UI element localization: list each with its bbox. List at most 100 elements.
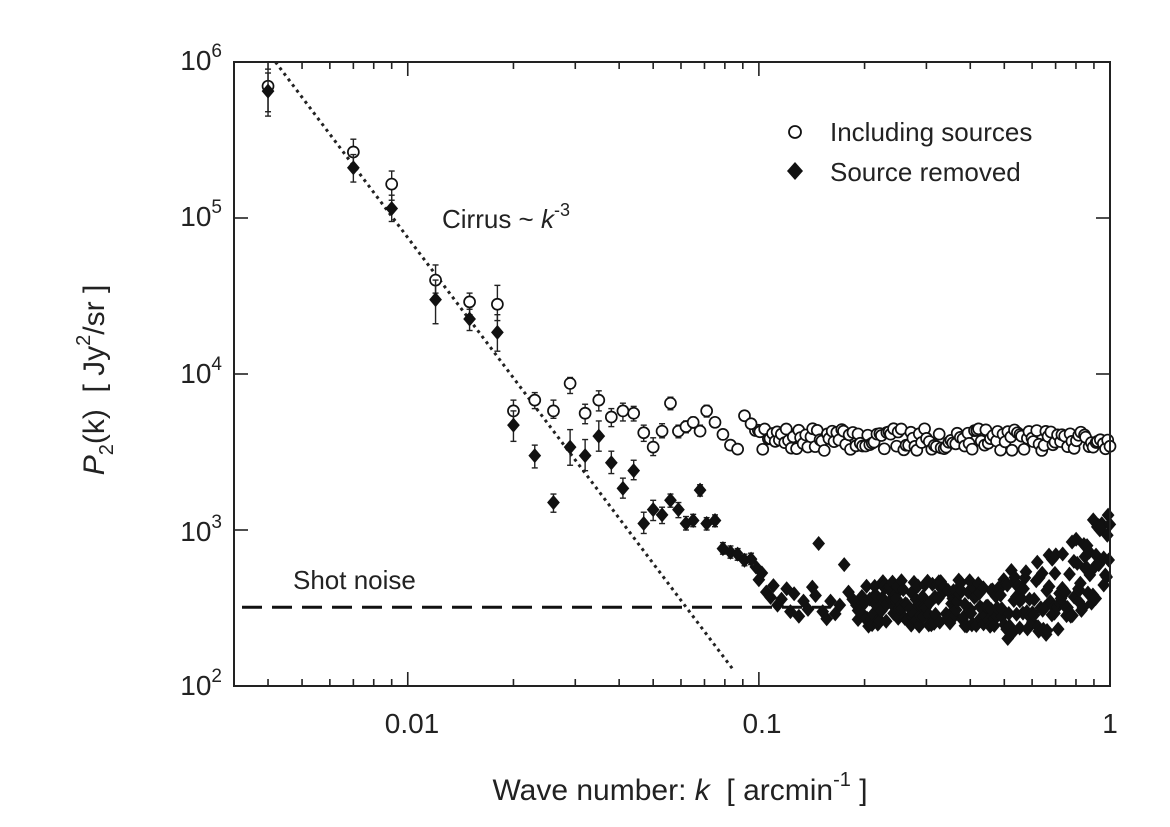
x-tick-label-0.1: 0.1 [743, 708, 782, 739]
source-removed-point [846, 591, 860, 607]
source-removed-point [463, 311, 476, 327]
plot-frame [233, 61, 1111, 687]
including-sources-point [744, 417, 758, 431]
including-sources-point [637, 426, 651, 440]
source-removed-band-point [1040, 623, 1054, 639]
source-removed-band-point [1059, 584, 1072, 600]
y-tick-labels: 102 103 104 105 106 [180, 41, 222, 701]
source-removed-point [563, 439, 577, 455]
source-removed-band-point [1051, 621, 1065, 637]
source-removed-band-point [1089, 591, 1103, 607]
source-removed-band-point [1102, 552, 1116, 568]
source-removed-band-point [1066, 608, 1079, 624]
source-removed-point [686, 513, 700, 529]
source-removed-point [578, 448, 592, 464]
source-removed-band-point [1073, 575, 1087, 591]
source-removed-point [812, 535, 826, 551]
x-axis-title: Wave number: k [ arcmin-1 ] [492, 769, 867, 807]
including-sources-point [627, 406, 641, 420]
source-removed-band-point [1002, 605, 1016, 621]
including-sources-point [664, 396, 677, 410]
including-sources-point [385, 177, 399, 191]
source-removed-point [547, 495, 560, 511]
including-sources-point [716, 428, 730, 441]
source-removed-band-point [964, 605, 978, 621]
legend-marker-filled-diamond [787, 162, 803, 180]
source-removed-point [708, 513, 722, 529]
including-sources-band-point [756, 442, 770, 456]
including-sources-point [655, 424, 669, 438]
source-removed-point [616, 480, 630, 496]
including-sources-band-point [932, 427, 946, 441]
including-sources-point [604, 410, 618, 424]
x-tick-label-1: 1 [1102, 708, 1118, 739]
source-removed-band-point [1013, 620, 1027, 636]
including-sources-point [547, 404, 560, 418]
source-removed-band-point [1019, 564, 1033, 580]
source-removed-point [787, 586, 801, 602]
source-removed-point [801, 601, 815, 617]
source-removed-point [775, 591, 788, 607]
source-removed-point [646, 502, 660, 518]
cirrus-annotation: Cirrus ~ k-3 [442, 200, 570, 234]
source-removed-point [792, 608, 806, 624]
source-removed-band-point [1017, 581, 1030, 597]
y-axis-title: P2(k) [ Jy2/sr ] [73, 285, 118, 476]
source-removed-point [627, 463, 641, 479]
y-tick-label-100000: 105 [180, 197, 222, 232]
source-removed-band-point [860, 578, 873, 594]
including-sources-band-point [817, 444, 831, 457]
source-removed-point [833, 597, 847, 613]
data-marks [261, 68, 1117, 647]
x-tick-labels: 0.01 0.1 1 [385, 708, 1118, 739]
source-removed-band-point [1015, 591, 1029, 607]
source-removed-point [809, 588, 822, 604]
source-removed-point [507, 417, 520, 433]
source-removed-point [592, 428, 606, 444]
including-sources-point [646, 440, 660, 454]
x-tick-label-0.01: 0.01 [385, 708, 440, 739]
source-removed-point [528, 448, 542, 464]
including-sources-point [528, 393, 542, 407]
source-removed-point [491, 324, 504, 340]
source-removed-point [755, 565, 769, 581]
including-sources-point [616, 404, 630, 418]
including-sources-point [693, 424, 707, 438]
including-sources-point [686, 415, 700, 429]
legend-label-source-removed: Source removed [830, 157, 1021, 187]
including-sources-point [578, 406, 592, 420]
source-removed-point [637, 516, 651, 532]
source-removed-point [604, 455, 618, 471]
source-removed-point [385, 201, 399, 217]
source-removed-point [261, 83, 275, 99]
source-removed-point [664, 492, 677, 508]
including-sources-point [563, 377, 577, 390]
source-removed-band-point [1035, 565, 1049, 581]
source-removed-band-point [954, 575, 968, 591]
source-removed-point [744, 551, 758, 567]
including-sources-point [708, 415, 722, 429]
y-tick-label-100: 102 [180, 666, 222, 701]
including-sources-band-point [877, 442, 891, 456]
including-sources-point [731, 442, 744, 456]
including-sources-band-point [779, 422, 793, 436]
source-removed-band-point [1048, 565, 1062, 581]
source-removed-point [655, 507, 669, 523]
source-removed-band-point [994, 587, 1007, 603]
legend: Including sources Source removed [787, 117, 1032, 187]
source-removed-band-point [879, 613, 893, 629]
legend-marker-open-circle [788, 125, 802, 139]
source-removed-band-point [1056, 546, 1070, 562]
legend-label-including-sources: Including sources [830, 117, 1032, 147]
source-removed-point [764, 589, 777, 605]
y-tick-label-10000: 104 [180, 354, 222, 389]
including-sources-point [738, 409, 751, 423]
including-sources-band-point [965, 442, 979, 456]
including-sources-point [700, 404, 714, 418]
source-removed-point [429, 292, 442, 308]
including-sources-point [491, 297, 504, 311]
source-removed-point [672, 502, 685, 518]
source-removed-point [767, 578, 780, 594]
source-removed-band-point [1030, 554, 1044, 570]
